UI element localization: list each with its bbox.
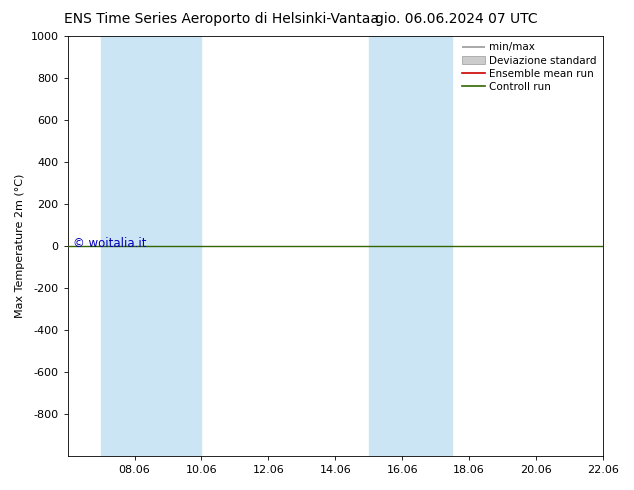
Bar	[101, 36, 202, 456]
Text: gio. 06.06.2024 07 UTC: gio. 06.06.2024 07 UTC	[375, 12, 538, 26]
Text: © woitalia.it: © woitalia.it	[73, 238, 146, 250]
Bar	[369, 36, 453, 456]
Text: ENS Time Series Aeroporto di Helsinki-Vantaa: ENS Time Series Aeroporto di Helsinki-Va…	[65, 12, 379, 26]
Legend: min/max, Deviazione standard, Ensemble mean run, Controll run: min/max, Deviazione standard, Ensemble m…	[458, 38, 601, 96]
Y-axis label: Max Temperature 2m (°C): Max Temperature 2m (°C)	[15, 174, 25, 318]
